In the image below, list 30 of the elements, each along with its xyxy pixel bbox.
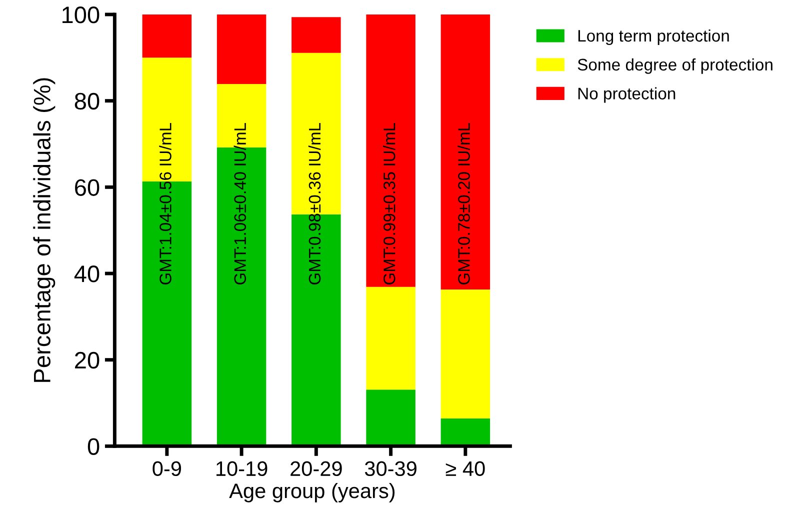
bar [216,14,266,84]
x-tick-label: 30-39 [364,461,416,476]
annotation: GMT:1.06±0.40 IU/mL [234,122,246,284]
bar [440,289,490,419]
x-tick-label: 20-29 [290,461,342,476]
bar [366,286,416,390]
y-tick-label: 60 [75,179,100,196]
bar [440,418,490,446]
bar [292,17,341,53]
bar [366,390,416,446]
legend-label: Long term protection [578,29,729,46]
legend-label: Some degree of protection [578,58,772,74]
x-tick-label: 0-9 [152,461,181,476]
y-axis-title: Percentage of individuals (%) [33,78,56,382]
annotation: GMT:1.04±0.56 IU/mL [159,122,172,284]
x-tick-label: ≥ 40 [446,461,485,476]
y-tick-label: 80 [74,92,100,110]
y-tick-label: 100 [62,6,100,24]
annotation: GMT:0.78±0.20 IU/mL [458,122,470,284]
y-tick-label: 20 [75,352,100,369]
annotation: GMT:0.98±0.36 IU/mL [308,122,321,284]
x-tick-label: 10-19 [216,461,268,476]
y-tick-label: 40 [74,266,100,282]
x-axis-title: Age group (years) [229,482,395,502]
legend-label: No protection [578,87,676,103]
bar [142,14,192,58]
annotation: GMT:0.99±0.35 IU/mL [383,122,396,284]
bar [366,14,416,287]
y-tick-label: 0 [88,438,100,455]
bar [440,14,490,290]
